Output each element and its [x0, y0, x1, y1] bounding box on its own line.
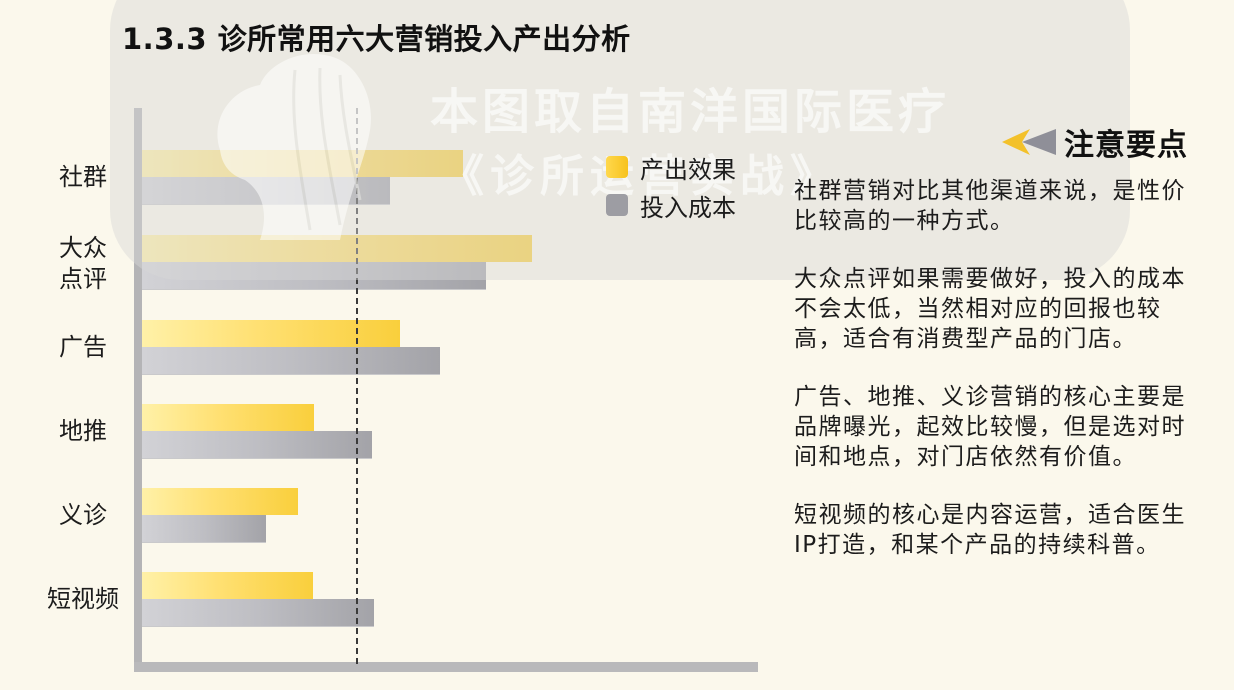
- legend-item-cost: 投入成本: [606, 186, 736, 224]
- note-item: 广告、地推、义诊营销的核心主要是品牌曝光，起效比较慢，但是选对时间和地点，对门店…: [794, 384, 1186, 470]
- bar-output: [142, 404, 314, 431]
- reference-dashed-line: [356, 108, 358, 664]
- category-label: 广告: [59, 333, 107, 361]
- legend-swatch-output: [606, 156, 628, 178]
- x-axis: [134, 662, 758, 672]
- bar-output: [142, 150, 463, 177]
- bar-cost: [142, 347, 440, 375]
- category-label: 短视频: [47, 585, 119, 613]
- bar-output: [142, 488, 298, 515]
- category-label: 地推: [59, 417, 107, 445]
- bar-output: [142, 235, 532, 262]
- notes-title: 注意要点: [1064, 128, 1188, 163]
- note-item: 社群营销对比其他渠道来说，是性价比较高的一种方式。: [794, 178, 1186, 234]
- bar-cost: [142, 177, 390, 205]
- bar-output: [142, 320, 400, 347]
- category-label: 义诊: [59, 501, 107, 529]
- notes-panel: 注意要点 社群营销对比其他渠道来说，是性价比较高的一种方式。 大众点评如果需要做…: [794, 122, 1204, 560]
- bar-cost: [142, 262, 486, 290]
- note-item: 大众点评如果需要做好，投入的成本不会太低，当然相对应的回报也较高，适合有消费型产…: [794, 266, 1186, 352]
- bar-chart: 社群大众 点评广告地推义诊短视频: [47, 108, 758, 672]
- page-title: 1.3.3 诊所常用六大营销投入产出分析: [122, 22, 631, 56]
- legend-label: 投入成本: [640, 193, 736, 222]
- notes-header: 注意要点: [1000, 122, 1204, 163]
- legend: 产出效果 投入成本: [606, 148, 736, 224]
- bar-output: [142, 572, 313, 599]
- bar-cost: [142, 599, 374, 627]
- y-axis: [134, 108, 142, 672]
- bar-cost: [142, 431, 372, 459]
- legend-label: 产出效果: [640, 155, 736, 184]
- category-label: 大众 点评: [59, 234, 107, 293]
- legend-item-output: 产出效果: [606, 148, 736, 186]
- bar-cost: [142, 515, 266, 543]
- legend-swatch-cost: [606, 194, 628, 216]
- double-arrow-left-icon: [1002, 129, 1056, 155]
- category-label: 社群: [59, 163, 107, 191]
- note-item: 短视频的核心是内容运营，适合医生IP打造，和某个产品的持续科普。: [794, 502, 1186, 558]
